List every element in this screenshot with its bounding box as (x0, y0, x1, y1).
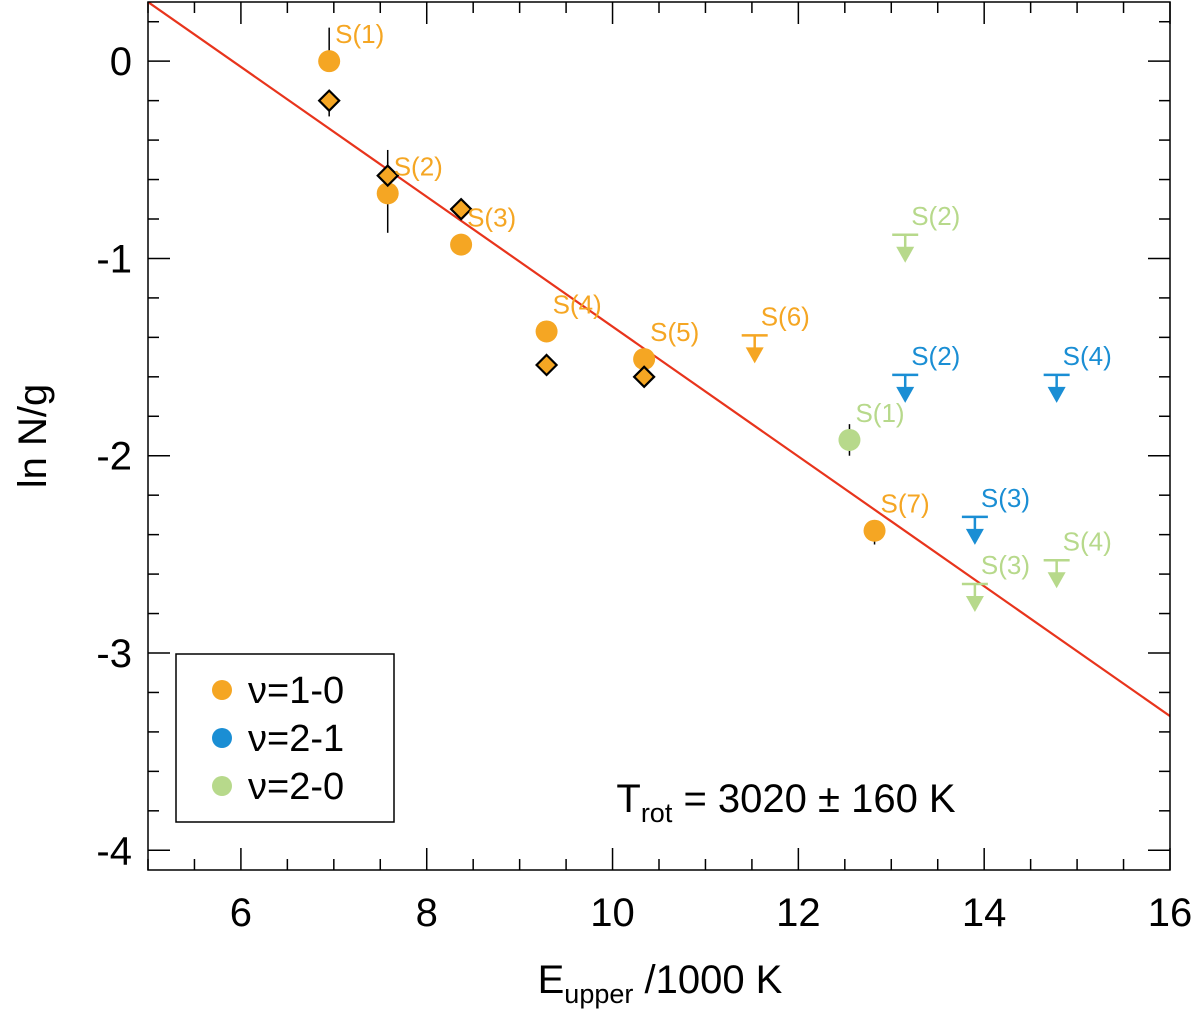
data-point-diamond (376, 164, 400, 188)
legend-label: ν=1-0 (248, 670, 344, 712)
data-point-diamond (535, 353, 559, 377)
data-point-circle (376, 182, 399, 205)
upper-limit-arrow (965, 528, 984, 545)
upper-limit-arrow (965, 595, 984, 612)
upper-limit-arrow (896, 246, 915, 263)
x-tick-label: 16 (1148, 891, 1193, 935)
plot-frame (147, 1, 1171, 871)
data-point-circle (450, 233, 473, 256)
point-label: S(5) (650, 317, 699, 347)
point-label: S(2) (911, 201, 960, 231)
point-label: S(7) (881, 489, 930, 519)
data-point-circle (535, 320, 558, 343)
point-label: S(1) (335, 19, 384, 49)
point-labels: S(1)S(2)S(3)S(4)S(5)S(7)S(1)S(6)S(2)S(2)… (335, 19, 1112, 580)
data-point-circle (838, 428, 861, 451)
upper-limit-arrow (1047, 386, 1066, 403)
point-label: S(3) (981, 483, 1030, 513)
legend-marker (212, 776, 232, 796)
x-tick-label: 14 (962, 891, 1007, 935)
y-axis-label: ln N/g (11, 384, 55, 489)
upper-limit-arrow (896, 386, 915, 403)
point-label: S(4) (1063, 341, 1112, 371)
data-point-diamond (317, 89, 341, 113)
legend-marker (212, 680, 232, 700)
point-label: S(6) (761, 301, 810, 331)
legend-label: ν=2-0 (248, 766, 344, 808)
point-label: S(1) (855, 398, 904, 428)
y-tick-label: -4 (96, 829, 132, 873)
y-tick-label: 0 (110, 40, 132, 84)
data-point-circle (633, 348, 656, 371)
upper-limit-arrow (1047, 572, 1066, 589)
upper-limit-arrow (745, 347, 764, 364)
data-point-circle (863, 519, 886, 542)
x-tick-label: 8 (416, 891, 438, 935)
fit-line (148, 2, 1170, 718)
point-label: S(3) (467, 203, 516, 233)
axis-ticks (147, 2, 1171, 870)
data-point-diamond (632, 365, 656, 389)
legend: ν=1-0 ν=2-1 ν=2-0 (175, 653, 395, 823)
data-point-circle (318, 50, 341, 73)
y-tick-label: -3 (96, 632, 132, 676)
tick-labels: 6 8 10 12 14 16 0 -1 -2 -3 -4 (96, 40, 1192, 935)
x-tick-label: 10 (590, 891, 635, 935)
data-marks (317, 27, 1070, 612)
data-point-diamond (449, 197, 473, 221)
x-tick-label: 6 (230, 891, 252, 935)
point-label: S(2) (394, 151, 443, 181)
y-tick-label: -1 (96, 237, 132, 281)
point-label: S(4) (1063, 526, 1112, 556)
point-label: S(3) (981, 550, 1030, 580)
point-label: S(2) (911, 341, 960, 371)
x-axis-label: Eupper /1000 K (538, 958, 783, 1009)
rotational-temperature-annotation: Trot = 3020 ± 160 K (616, 777, 956, 828)
legend-label: ν=2-1 (248, 718, 344, 760)
y-tick-label: -2 (96, 435, 132, 479)
point-label: S(4) (553, 289, 602, 319)
x-tick-label: 12 (776, 891, 821, 935)
fit-line-group (148, 2, 1170, 718)
legend-marker (212, 728, 232, 748)
